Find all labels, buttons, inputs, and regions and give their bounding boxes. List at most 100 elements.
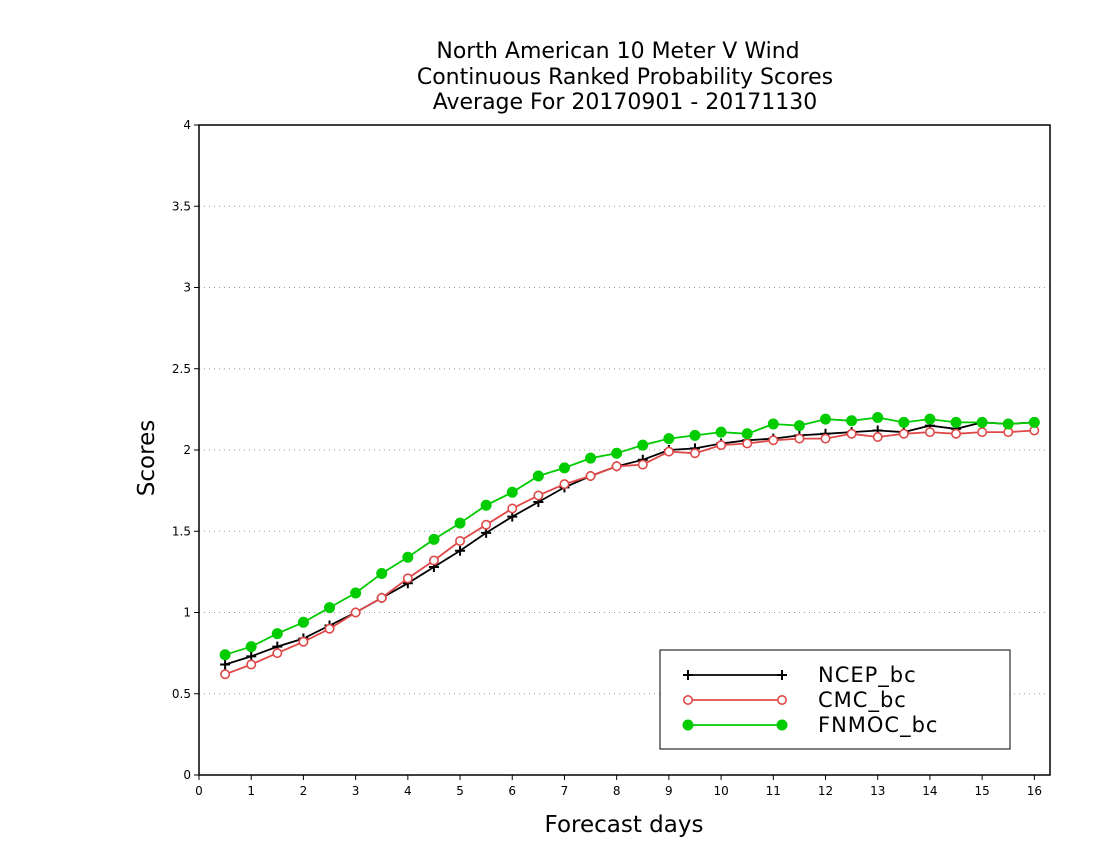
data-point-2-16 bbox=[637, 439, 649, 451]
data-point-1-14 bbox=[585, 470, 596, 481]
data-point-2-22 bbox=[793, 420, 805, 432]
x-tick-label-4: 4 bbox=[404, 784, 412, 798]
x-tick-label-0: 0 bbox=[195, 784, 203, 798]
legend-label-2: FNMOC_bc bbox=[818, 713, 938, 738]
data-point-1-26 bbox=[898, 428, 909, 439]
data-point-1-22 bbox=[794, 433, 805, 444]
data-point-1-21 bbox=[768, 435, 779, 446]
data-point-2-11 bbox=[506, 486, 518, 498]
y-tick-label-4: 2 bbox=[183, 443, 191, 457]
data-point-2-3 bbox=[297, 616, 309, 628]
x-tick-label-7: 7 bbox=[561, 784, 569, 798]
data-point-2-26 bbox=[898, 416, 910, 428]
data-point-2-7 bbox=[402, 551, 414, 563]
data-point-2-15 bbox=[611, 447, 623, 459]
x-tick-label-5: 5 bbox=[456, 784, 464, 798]
y-tick-label-6: 3 bbox=[183, 281, 191, 295]
data-point-2-28 bbox=[950, 416, 962, 428]
data-point-2-14 bbox=[585, 452, 597, 464]
y-tick-label-0: 0 bbox=[183, 768, 191, 782]
y-axis-ticks: 0 0.5 1 1.5 2 2.5 3 3.5 4 bbox=[172, 118, 199, 782]
data-point-1-1 bbox=[246, 659, 257, 670]
data-point-1-23 bbox=[820, 433, 831, 444]
data-point-2-24 bbox=[846, 415, 858, 427]
data-point-0-0 bbox=[220, 659, 231, 670]
data-point-1-29 bbox=[977, 427, 988, 438]
chart-title-line-3: Average For 20170901 - 20171130 bbox=[433, 90, 818, 115]
data-point-2-21 bbox=[767, 418, 779, 430]
data-point-2-1 bbox=[245, 641, 257, 653]
x-tick-label-11: 11 bbox=[766, 784, 781, 798]
legend-marker-right-2 bbox=[776, 719, 788, 731]
data-point-1-3 bbox=[298, 636, 309, 647]
y-tick-label-7: 3.5 bbox=[172, 199, 191, 213]
x-tick-label-12: 12 bbox=[818, 784, 833, 798]
data-point-1-6 bbox=[376, 592, 387, 603]
legend-marker-left-1 bbox=[682, 694, 693, 705]
x-tick-label-6: 6 bbox=[508, 784, 516, 798]
data-point-0-9 bbox=[455, 545, 466, 556]
data-point-1-28 bbox=[951, 428, 962, 439]
data-point-1-4 bbox=[324, 623, 335, 634]
data-point-1-27 bbox=[924, 427, 935, 438]
data-point-2-2 bbox=[271, 628, 283, 640]
data-point-2-23 bbox=[820, 413, 832, 425]
series-layer bbox=[219, 412, 1040, 680]
data-point-1-12 bbox=[533, 490, 544, 501]
y-tick-label-2: 1 bbox=[183, 606, 191, 620]
data-point-1-16 bbox=[637, 459, 648, 470]
data-point-1-11 bbox=[507, 503, 518, 514]
series-fnmoc-bc bbox=[219, 412, 1040, 661]
x-tick-label-2: 2 bbox=[300, 784, 308, 798]
data-point-1-17 bbox=[663, 446, 674, 457]
data-point-2-25 bbox=[872, 412, 884, 423]
data-point-2-6 bbox=[376, 568, 388, 579]
data-point-2-10 bbox=[480, 499, 492, 511]
chart-title-line-1: North American 10 Meter V Wind bbox=[436, 39, 799, 64]
data-point-1-5 bbox=[350, 607, 361, 618]
x-tick-label-9: 9 bbox=[665, 784, 673, 798]
x-tick-label-1: 1 bbox=[247, 784, 255, 798]
data-point-1-2 bbox=[272, 648, 283, 659]
data-point-2-18 bbox=[689, 429, 701, 441]
data-point-2-20 bbox=[741, 428, 753, 440]
data-point-2-5 bbox=[350, 587, 362, 599]
y-tick-label-1: 0.5 bbox=[172, 687, 191, 701]
x-tick-label-15: 15 bbox=[974, 784, 989, 798]
x-tick-label-3: 3 bbox=[352, 784, 360, 798]
data-point-1-25 bbox=[872, 431, 883, 442]
legend-label-0: NCEP_bc bbox=[818, 663, 917, 688]
data-point-2-4 bbox=[324, 602, 336, 614]
data-point-2-19 bbox=[715, 426, 727, 438]
data-point-2-27 bbox=[924, 413, 936, 425]
data-point-2-8 bbox=[428, 533, 440, 545]
data-point-1-20 bbox=[742, 438, 753, 449]
series-ncep-bc bbox=[220, 417, 1040, 670]
data-point-2-30 bbox=[1002, 418, 1014, 430]
legend-marker-left-0 bbox=[683, 670, 693, 680]
x-tick-label-16: 16 bbox=[1027, 784, 1042, 798]
data-point-1-8 bbox=[428, 555, 439, 566]
x-tick-label-8: 8 bbox=[613, 784, 621, 798]
series-cmc-bc bbox=[220, 425, 1040, 680]
data-point-1-9 bbox=[455, 535, 466, 546]
chart-title-line-2: Continuous Ranked Probability Scores bbox=[417, 65, 833, 90]
x-axis-ticks: 0 1 2 3 4 5 6 7 8 9 10 11 12 13 14 15 16 bbox=[195, 775, 1042, 798]
legend-marker-left-2 bbox=[682, 719, 694, 731]
series-line-1 bbox=[224, 429, 1035, 676]
data-point-2-12 bbox=[532, 470, 544, 482]
legend-marker-right-0 bbox=[777, 670, 787, 680]
data-point-1-18 bbox=[689, 448, 700, 459]
y-tick-label-5: 2.5 bbox=[172, 362, 191, 376]
data-point-1-24 bbox=[846, 428, 857, 439]
y-tick-label-8: 4 bbox=[183, 118, 191, 132]
data-point-2-29 bbox=[976, 416, 988, 428]
data-point-1-10 bbox=[481, 519, 492, 530]
data-point-2-0 bbox=[219, 649, 231, 661]
data-point-1-7 bbox=[402, 573, 413, 584]
data-point-1-13 bbox=[559, 479, 570, 490]
data-point-1-19 bbox=[716, 440, 727, 451]
data-point-2-31 bbox=[1028, 416, 1040, 428]
